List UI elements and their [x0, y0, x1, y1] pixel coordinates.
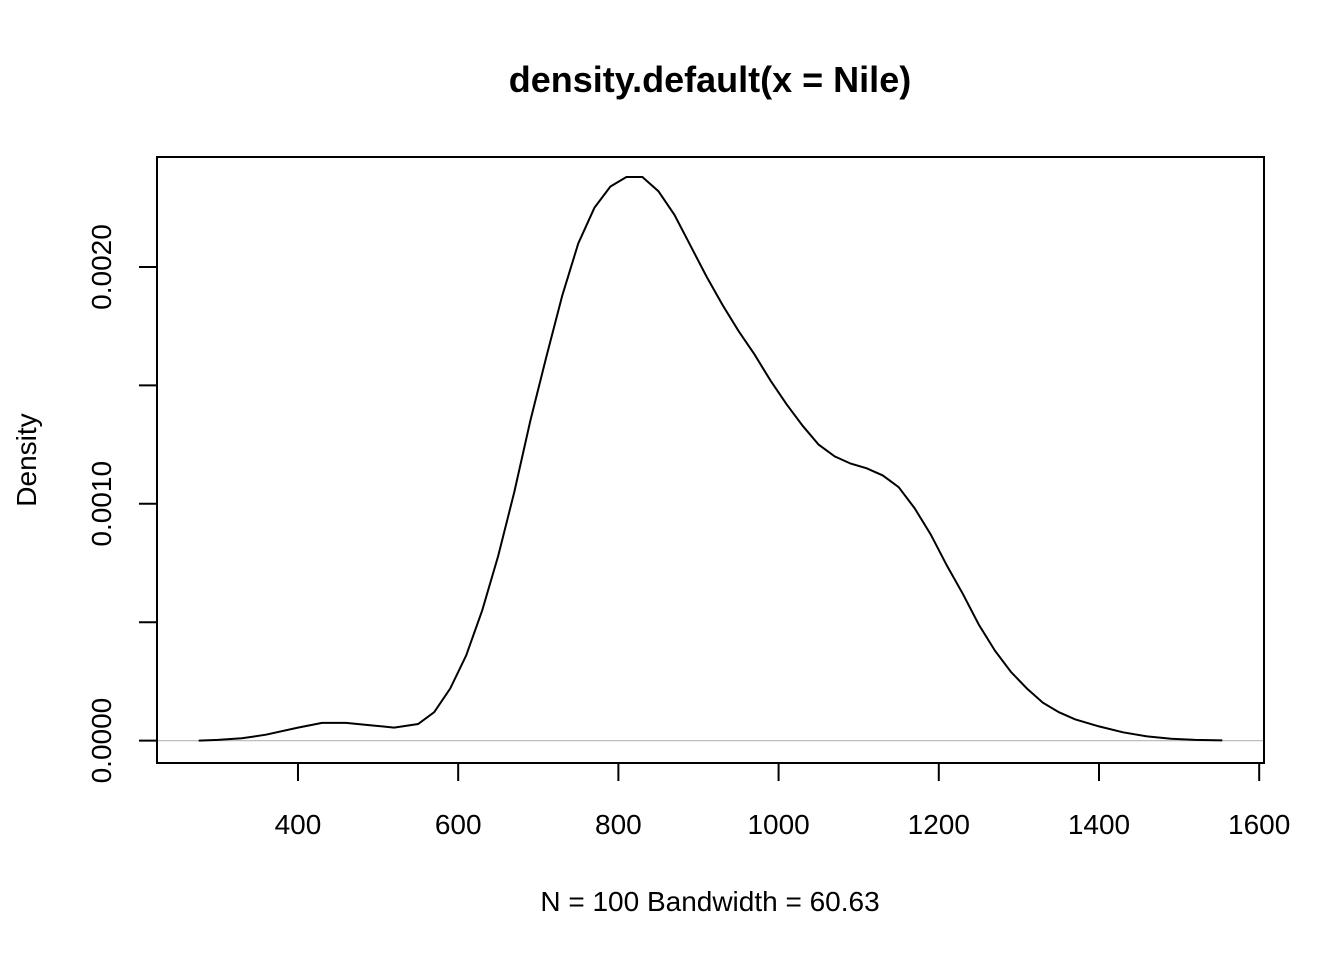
y-tick-label: 0.0000 [86, 698, 117, 784]
chart-title: density.default(x = Nile) [509, 59, 911, 100]
plot-frame [156, 156, 1265, 764]
x-tick-label: 1600 [1228, 809, 1290, 840]
x-tick-label: 1200 [908, 809, 970, 840]
x-tick-label: 600 [435, 809, 482, 840]
y-tick-label: 0.0010 [86, 461, 117, 547]
y-tick-label: 0.0020 [86, 224, 117, 310]
x-tick-label: 400 [275, 809, 322, 840]
x-axis: 400 600 800 1000 1200 1400 1600 [275, 762, 1290, 840]
y-axis-label: Density [11, 413, 42, 506]
x-tick-label: 1000 [747, 809, 809, 840]
x-tick-label: 1400 [1068, 809, 1130, 840]
x-tick-label: 800 [595, 809, 642, 840]
x-axis-label: N = 100 Bandwidth = 60.63 [540, 886, 879, 917]
y-axis: 0.0000 0.0010 0.0020 [86, 224, 158, 784]
density-curve [198, 176, 1223, 742]
